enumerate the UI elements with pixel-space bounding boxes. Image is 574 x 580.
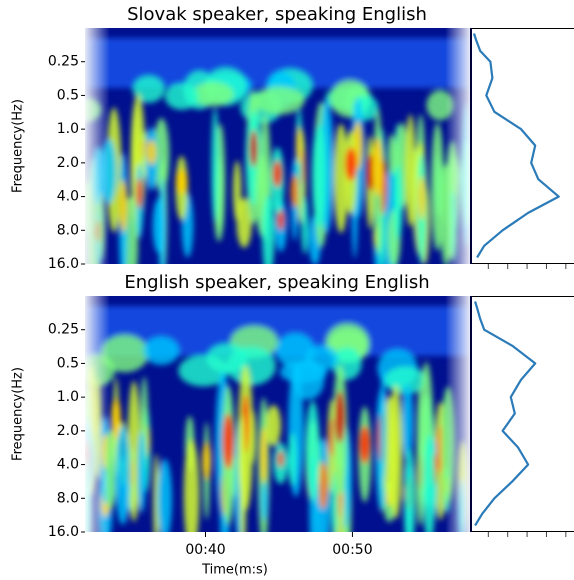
heatmap-blob xyxy=(132,75,165,103)
heatmap-hot xyxy=(260,427,268,487)
x-axis-label: Time(m:s) xyxy=(201,563,268,578)
heatmap-hot xyxy=(222,413,234,470)
heatmap-streak xyxy=(387,133,396,176)
heatmap-hot xyxy=(277,450,284,468)
heatmap-streak xyxy=(305,400,320,500)
heatmap xyxy=(85,28,470,264)
heatmap-streak xyxy=(239,413,247,532)
y-tick-label: 0.5 xyxy=(57,87,79,103)
heatmap-hot xyxy=(290,174,299,208)
heatmap-texture xyxy=(85,306,470,532)
coi-right xyxy=(445,28,470,264)
heatmap-hot xyxy=(175,168,188,195)
heatmap-hot xyxy=(146,139,157,166)
heatmap-streak xyxy=(183,438,200,532)
y-tick-label: 16.0 xyxy=(48,256,79,272)
heatmap-streak xyxy=(260,480,268,522)
heatmap-streak xyxy=(393,165,403,241)
y-tick-label: 0.25 xyxy=(48,322,79,338)
heatmap-hot xyxy=(372,137,384,197)
heatmap-blob xyxy=(275,332,315,369)
heatmap-hot xyxy=(272,160,283,188)
heatmap-hot xyxy=(296,126,303,164)
heatmap-texture xyxy=(85,38,470,264)
y-tick-label: 16.0 xyxy=(48,524,79,540)
heatmap-streak xyxy=(333,123,349,234)
y-tick-label: 1.0 xyxy=(57,121,79,137)
heatmap-streak xyxy=(288,432,297,487)
heatmap-blob xyxy=(226,346,276,386)
heatmap-streak xyxy=(262,195,275,264)
profile-line xyxy=(472,33,560,259)
heatmap-streak xyxy=(301,196,309,255)
heatmap-streak xyxy=(137,430,147,514)
chart-title: Slovak speaker, speaking English xyxy=(127,4,427,25)
heatmap-streak xyxy=(379,369,387,483)
heatmap-streak xyxy=(405,114,416,227)
heatmap-streak xyxy=(127,380,141,522)
y-tick-label: 2.0 xyxy=(57,155,79,171)
y-tick-label: 8.0 xyxy=(57,222,79,238)
heatmap-streak xyxy=(211,107,219,223)
heatmap-hot xyxy=(202,441,211,481)
y-tick-label: 1.0 xyxy=(57,389,79,405)
heatmap-streak xyxy=(157,458,172,532)
y-tick-label: 0.25 xyxy=(48,54,79,70)
heatmap-hot xyxy=(345,147,357,182)
heatmap-streak xyxy=(236,197,252,248)
heatmap-hot xyxy=(119,179,128,233)
heatmap-streak xyxy=(403,447,415,532)
heatmap-blob xyxy=(192,81,234,107)
coi-left xyxy=(85,28,110,264)
coi-right xyxy=(445,296,470,532)
y-tick-label: 0.5 xyxy=(57,355,79,371)
heatmap-streak xyxy=(389,384,403,519)
heatmap-streak xyxy=(115,425,131,525)
heatmap-streak xyxy=(232,160,242,222)
y-axis-label: Frequency(Hz) xyxy=(11,99,26,193)
heatmap-hot xyxy=(317,461,329,510)
heatmap-streak xyxy=(158,177,166,264)
x-tick-label: 00:50 xyxy=(332,542,372,558)
heatmap-hot xyxy=(334,390,346,443)
chart-title: English speaker, speaking English xyxy=(124,272,429,293)
heatmap-blob xyxy=(254,86,305,115)
y-axis-label: Frequency(Hz) xyxy=(11,367,26,461)
heatmap-hot xyxy=(359,425,371,464)
heatmap-streak xyxy=(423,434,436,532)
heatmap-hot xyxy=(249,129,258,168)
heatmap-streak xyxy=(401,383,414,461)
heatmap-streak xyxy=(416,386,424,504)
heatmap-streak xyxy=(265,404,282,447)
heatmap-hot xyxy=(136,178,143,209)
heatmap-hot xyxy=(277,209,285,231)
y-tick-label: 8.0 xyxy=(57,490,79,506)
heatmap xyxy=(85,296,470,532)
y-tick-label: 4.0 xyxy=(57,189,79,205)
x-tick-label: 00:40 xyxy=(185,542,225,558)
heatmap-blob xyxy=(143,336,180,366)
heatmap-blob xyxy=(164,83,199,110)
heatmap-blob xyxy=(305,344,339,371)
heatmap-hot xyxy=(111,398,121,439)
heatmap-hot xyxy=(418,175,426,221)
profile-line xyxy=(474,301,537,527)
y-tick-label: 4.0 xyxy=(57,457,79,473)
heatmap-streak xyxy=(312,124,326,228)
coi-left xyxy=(85,296,110,532)
y-tick-label: 2.0 xyxy=(57,423,79,439)
